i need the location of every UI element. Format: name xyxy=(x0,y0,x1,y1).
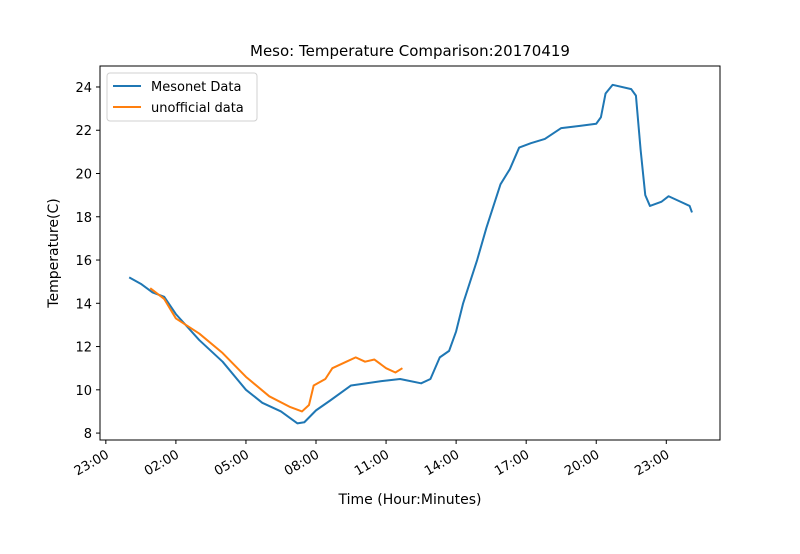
data-line xyxy=(149,287,403,413)
y-tick-label: 12 xyxy=(75,341,92,356)
x-axis-label: Time (Hour:Minutes) xyxy=(338,492,482,508)
data-line xyxy=(128,83,693,425)
chart-title: Meso: Temperature Comparison:20170419 xyxy=(250,42,570,60)
legend-label: unofficial data xyxy=(151,101,244,116)
y-axis-label: Temperature(C) xyxy=(46,198,62,308)
y-tick-label: 24 xyxy=(75,81,92,96)
y-tick-label: 18 xyxy=(75,211,92,226)
y-tick-label: 14 xyxy=(75,297,92,312)
legend-box xyxy=(106,72,258,122)
y-tick-label: 8 xyxy=(84,427,92,442)
y-tick-label: 22 xyxy=(75,124,92,139)
plot-frame xyxy=(99,65,721,441)
legend-label: Mesonet Data xyxy=(151,80,241,95)
y-tick-label: 16 xyxy=(75,254,92,269)
y-tick-label: 20 xyxy=(75,168,92,183)
y-tick-label: 10 xyxy=(75,384,92,399)
